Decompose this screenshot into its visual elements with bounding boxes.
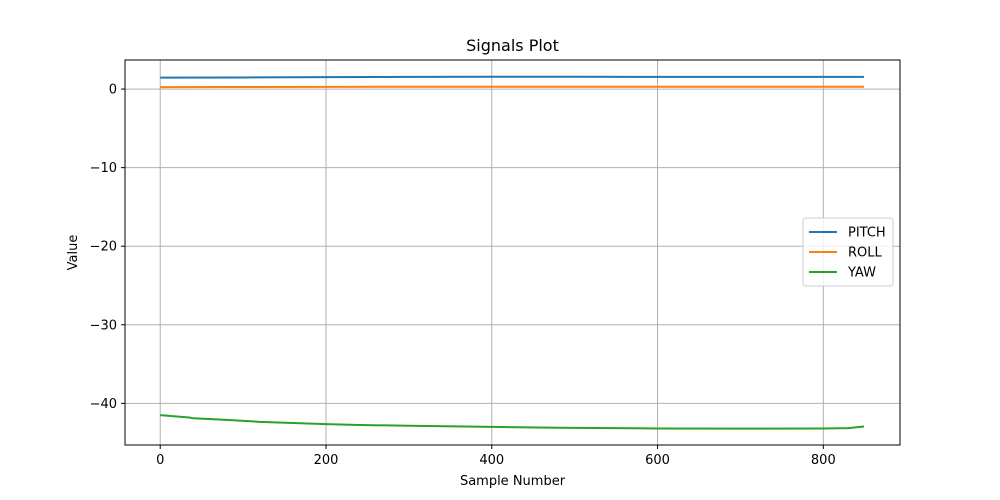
x-tick-label: 200	[314, 453, 339, 468]
series-lines	[160, 75, 865, 430]
x-tick-label: 600	[645, 453, 670, 468]
axis-ticks: 0 200 400 600 800 0 −10 −20 −30 −40	[90, 83, 836, 468]
x-axis-label: Sample Number	[460, 474, 566, 489]
y-axis-label: Value	[66, 235, 81, 271]
chart-title: Signals Plot	[466, 36, 559, 55]
y-tick-label: −20	[90, 240, 117, 255]
x-tick-label: 400	[479, 453, 504, 468]
x-tick-label: 0	[156, 453, 164, 468]
series-line-pitch	[160, 75, 864, 79]
legend-label-roll: ROLL	[848, 246, 883, 261]
legend-label-yaw: YAW	[847, 266, 876, 281]
x-tick-label: 800	[811, 453, 836, 468]
plot-frame	[124, 59, 901, 446]
y-tick-label: 0	[109, 83, 117, 98]
legend-label-pitch: PITCH	[848, 226, 886, 241]
y-tick-label: −40	[90, 397, 117, 412]
y-tick-label: −10	[90, 161, 117, 176]
grid-lines	[125, 60, 900, 445]
y-tick-label: −30	[90, 318, 117, 333]
legend-box	[802, 217, 894, 287]
legend: PITCH ROLL YAW	[802, 217, 894, 287]
series-line-yaw	[160, 414, 865, 430]
